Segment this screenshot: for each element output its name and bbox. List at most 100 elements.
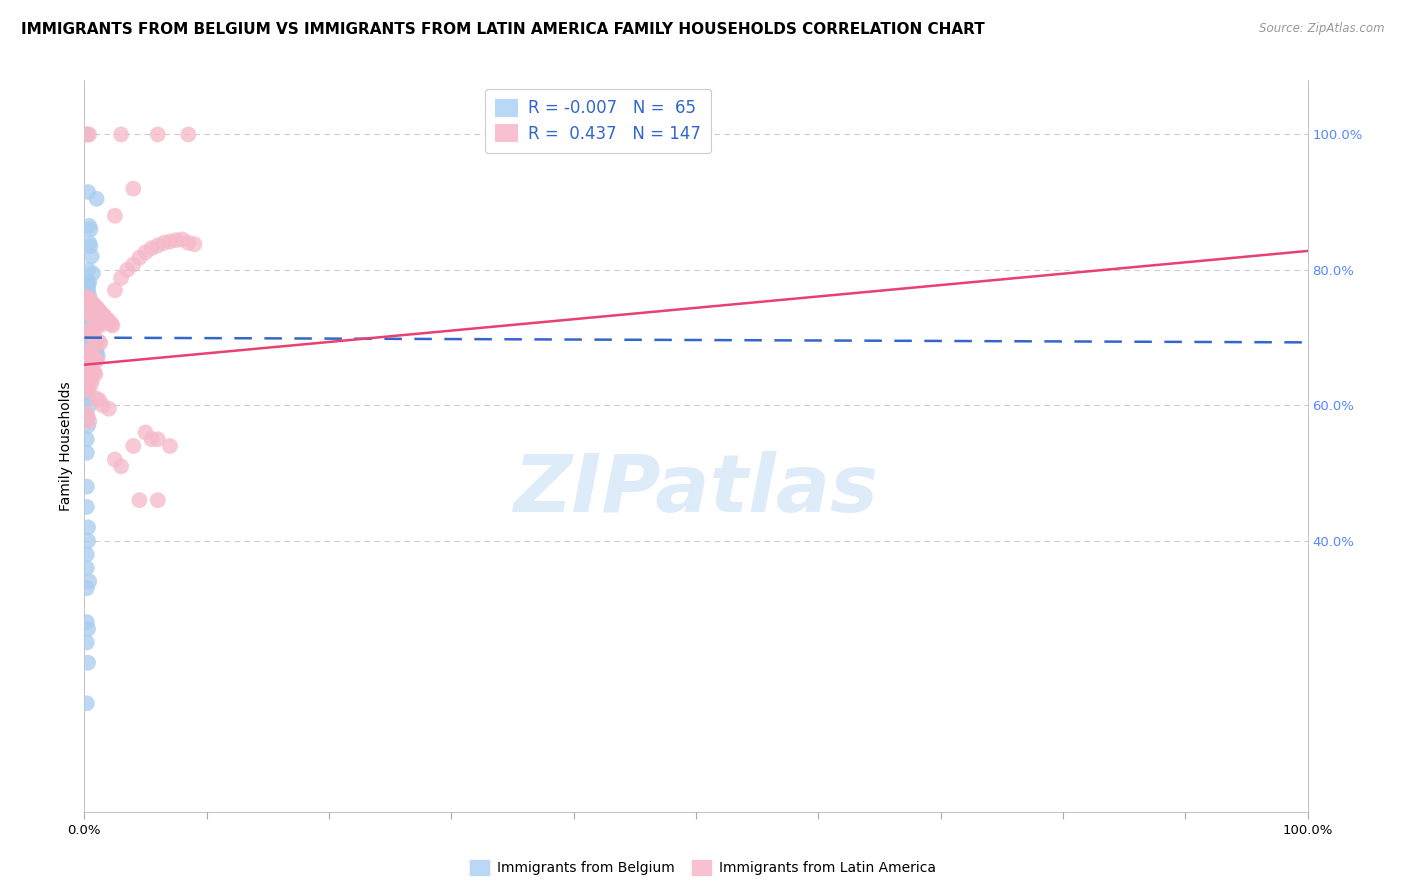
Point	[104, 452, 127, 467]
Point	[128, 251, 150, 265]
Point	[80, 295, 103, 310]
Point	[141, 241, 163, 255]
Point	[91, 308, 114, 322]
Point	[77, 371, 100, 385]
Point	[79, 326, 101, 341]
Point	[84, 313, 107, 327]
Point	[77, 298, 100, 312]
Point	[89, 336, 111, 351]
Point	[86, 334, 108, 348]
Point	[79, 361, 101, 376]
Point	[76, 384, 98, 399]
Point	[80, 249, 103, 263]
Point	[77, 293, 100, 307]
Point	[77, 415, 100, 429]
Point	[77, 288, 100, 302]
Point	[76, 128, 98, 142]
Point	[76, 581, 98, 595]
Point	[97, 314, 120, 328]
Point	[83, 366, 105, 380]
Point	[87, 334, 110, 349]
Point	[98, 316, 121, 330]
Point	[79, 239, 101, 253]
Point	[183, 237, 205, 252]
Point	[77, 373, 100, 387]
Point	[87, 303, 110, 318]
Point	[101, 318, 124, 333]
Point	[83, 331, 105, 345]
Point	[80, 334, 103, 348]
Point	[146, 128, 169, 142]
Point	[77, 418, 100, 433]
Point	[80, 313, 103, 327]
Point	[77, 317, 100, 331]
Point	[104, 283, 127, 297]
Point	[77, 305, 100, 319]
Point	[76, 290, 98, 304]
Point	[84, 337, 107, 351]
Point	[77, 291, 100, 305]
Point	[84, 332, 107, 346]
Point	[83, 332, 105, 346]
Point	[82, 297, 104, 311]
Point	[97, 313, 120, 327]
Point	[172, 232, 194, 246]
Point	[86, 347, 108, 361]
Point	[141, 432, 163, 446]
Point	[77, 128, 100, 142]
Point	[87, 392, 110, 407]
Point	[77, 360, 100, 375]
Point	[82, 266, 104, 280]
Point	[76, 697, 98, 711]
Point	[80, 308, 103, 322]
Point	[86, 301, 108, 315]
Point	[82, 309, 104, 323]
Point	[79, 310, 101, 325]
Point	[94, 310, 117, 325]
Point	[76, 364, 98, 378]
Point	[76, 358, 98, 372]
Point	[77, 293, 100, 307]
Point	[84, 340, 107, 354]
Point	[165, 233, 187, 247]
Point	[86, 353, 108, 368]
Point	[80, 321, 103, 335]
Point	[80, 327, 103, 342]
Point	[122, 439, 145, 453]
Point	[86, 314, 108, 328]
Point	[177, 128, 200, 142]
Point	[135, 425, 157, 440]
Point	[110, 271, 132, 285]
Point	[87, 350, 110, 364]
Point	[77, 303, 100, 318]
Point	[82, 364, 104, 378]
Point	[84, 343, 107, 357]
Point	[77, 345, 100, 359]
Point	[146, 432, 169, 446]
Point	[77, 185, 100, 199]
Point	[83, 339, 105, 353]
Point	[77, 533, 100, 548]
Point	[122, 258, 145, 272]
Point	[76, 480, 98, 494]
Point	[80, 376, 103, 390]
Point	[76, 446, 98, 460]
Point	[77, 398, 100, 412]
Point	[76, 635, 98, 649]
Point	[76, 432, 98, 446]
Point	[76, 561, 98, 575]
Point	[76, 615, 98, 629]
Point	[77, 325, 100, 339]
Point	[80, 328, 103, 343]
Point	[76, 379, 98, 393]
Point	[76, 128, 98, 142]
Y-axis label: Family Households: Family Households	[59, 381, 73, 511]
Point	[77, 352, 100, 367]
Point	[77, 381, 100, 395]
Point	[153, 235, 176, 250]
Point	[83, 311, 105, 326]
Point	[84, 352, 107, 367]
Point	[77, 392, 100, 406]
Point	[77, 359, 100, 373]
Point	[86, 344, 108, 359]
